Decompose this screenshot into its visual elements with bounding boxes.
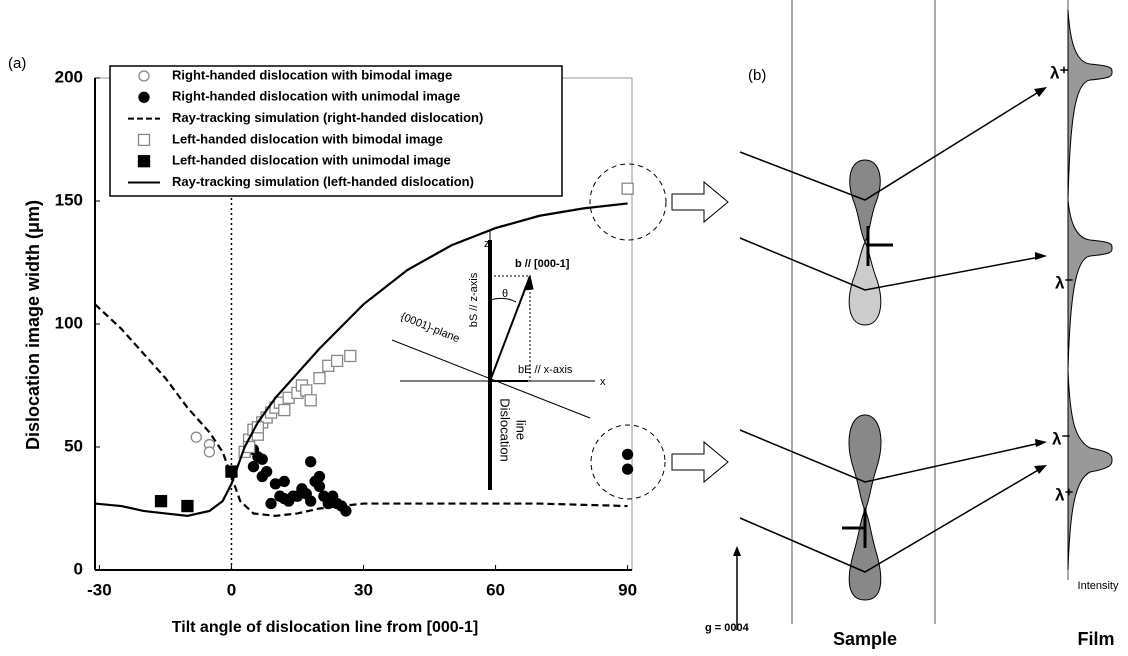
wavelength-label: λ⁺ (1050, 63, 1068, 82)
data-point (265, 497, 277, 510)
data-point (313, 480, 326, 493)
data-point (154, 494, 168, 508)
data-point (203, 446, 216, 458)
data-point (190, 431, 202, 443)
wavelength-label: λ⁺ (1055, 485, 1073, 504)
legend-label: Ray-tracking simulation (left-handed dis… (172, 174, 474, 189)
x-tick-label: 60 (486, 580, 505, 599)
legend-label: Ray-tracking simulation (right-handed di… (172, 110, 483, 125)
inset-line: Dislocation (498, 398, 513, 462)
y-tick-label: 150 (55, 190, 83, 209)
inset-theta: θ (502, 288, 508, 300)
data-point (313, 371, 326, 385)
x-axis-title: Tilt angle of dislocation line from [000… (172, 619, 478, 636)
legend-swatch (138, 91, 150, 103)
data-point (313, 470, 326, 483)
film-label: Film (1077, 629, 1114, 649)
sim-line (94, 202, 628, 517)
wavelength-label: λ⁻ (1052, 429, 1070, 448)
inset-z: z (484, 238, 490, 250)
inset-bs: bS // z-axis (468, 272, 480, 327)
legend: Right-handed dislocation with bimodal im… (128, 67, 483, 189)
data-point (304, 394, 317, 407)
data-point (621, 448, 634, 461)
data-point (340, 505, 352, 517)
data-point (278, 475, 290, 488)
data-point (181, 499, 194, 513)
x-tick-label: 90 (618, 580, 637, 599)
inset-plane: {0001}-plane (399, 311, 461, 346)
y-axis-title: Dislocation image width (μm) (23, 200, 43, 450)
panel-b-layout (733, 0, 1113, 630)
legend-label: Left-handed dislocation with bimodal ima… (172, 131, 443, 146)
legend-swatch (138, 70, 150, 82)
data-point (247, 461, 260, 473)
sim-line (94, 303, 628, 517)
data-point (278, 403, 291, 417)
data-point (305, 456, 317, 468)
highlights (589, 163, 729, 500)
wavelength-label: λ⁻ (1055, 273, 1073, 292)
panel-label: (a) (8, 55, 26, 72)
x-tick-label: -30 (87, 580, 112, 599)
y-tick-label: 0 (74, 559, 83, 578)
y-tick-label: 50 (64, 436, 83, 455)
data-point (256, 453, 268, 465)
y-tick-label: 200 (55, 67, 83, 86)
x-tick-label: 0 (227, 580, 236, 599)
inset-be: bE // x-axis (518, 364, 573, 376)
legend-box (109, 65, 563, 197)
inset-line: line (514, 420, 529, 440)
legend-swatch (137, 133, 151, 147)
data-point (330, 354, 344, 368)
sample-label: Sample (833, 629, 897, 649)
data-point (621, 463, 634, 475)
y-tick-label: 100 (55, 313, 83, 332)
intensity-label: Intensity (1078, 580, 1119, 592)
x-tick-label: 30 (354, 580, 373, 599)
data-point (621, 182, 634, 195)
data-point (305, 495, 317, 507)
legend-swatch (137, 155, 151, 168)
inset-diagram (391, 230, 595, 490)
g-vector-label: g = 0004 (705, 622, 750, 634)
data-point (256, 470, 268, 483)
inset-b: b // [000-1] (515, 258, 570, 270)
legend-label: Right-handed dislocation with unimodal i… (172, 89, 460, 104)
panel-label: (b) (748, 67, 766, 84)
legend-label: Right-handed dislocation with bimodal im… (172, 67, 452, 82)
inset-x: x (600, 376, 606, 388)
data-point (344, 349, 357, 363)
legend-label: Left-handed dislocation with unimodal im… (172, 153, 451, 168)
